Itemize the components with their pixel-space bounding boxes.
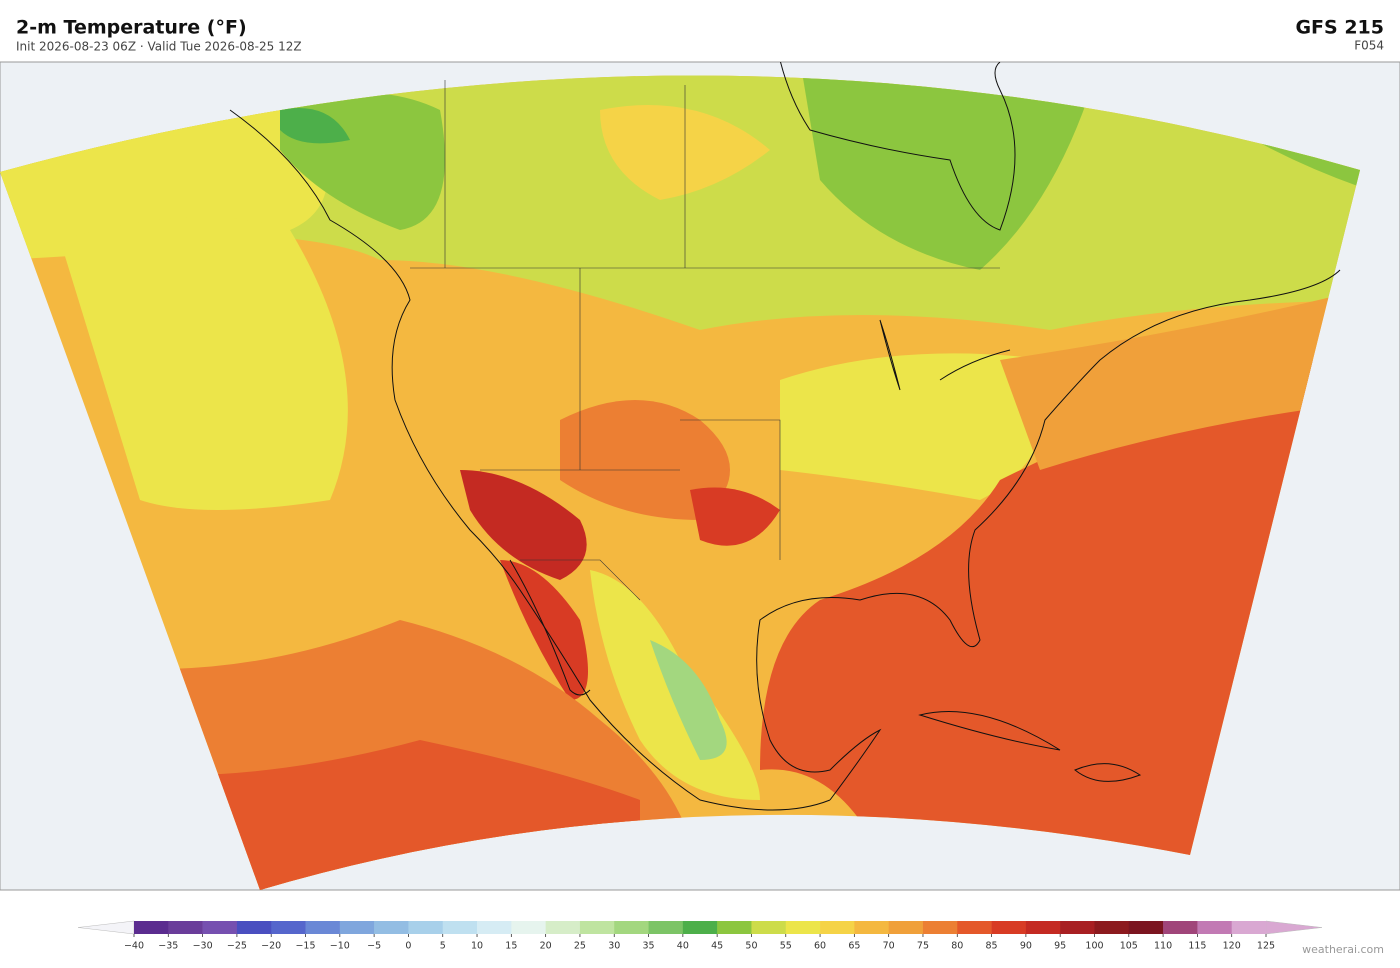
colorbar-box [202, 921, 238, 934]
colorbar-tick-label: −5 [367, 941, 381, 952]
colorbar-box [614, 921, 649, 934]
colorbar-box [751, 921, 787, 934]
colorbar-box [991, 921, 1027, 934]
colorbar-tick-label: 90 [1020, 941, 1032, 952]
colorbar-box [717, 921, 752, 934]
watermark: weatherai.com [1302, 943, 1384, 956]
colorbar-box [854, 921, 889, 934]
colorbar-tick-label: 100 [1085, 941, 1103, 952]
title: 2-m Temperature (°F) [16, 17, 247, 39]
colorbar-tick-label: 30 [608, 941, 620, 952]
colorbar-tick-label: 35 [642, 941, 654, 952]
colorbar-box [922, 921, 958, 934]
colorbar-box [408, 921, 444, 934]
colorbar-tick-label: 80 [951, 941, 963, 952]
colorbar-box [374, 921, 409, 934]
colorbar-tick-label: 65 [848, 941, 860, 952]
colorbar-tick-label: 5 [440, 941, 446, 952]
subtitle: Init 2026-08-23 06Z · Valid Tue 2026-08-… [16, 40, 302, 54]
colorbar-tick-label: 40 [677, 941, 689, 952]
colorbar-box [511, 921, 546, 934]
colorbar-tick-label: −20 [261, 941, 281, 952]
colorbar-box [1094, 921, 1130, 934]
colorbar-box [168, 921, 203, 934]
colorbar-tick-label: 25 [574, 941, 586, 952]
colorbar-box [477, 921, 512, 934]
colorbar-box [785, 921, 821, 934]
colorbar-tick-label: 85 [986, 941, 998, 952]
colorbar-box [1128, 921, 1164, 934]
colorbar-box [682, 921, 718, 934]
colorbar-tick-label: 120 [1223, 941, 1241, 952]
colorbar-tick-label: −25 [227, 941, 247, 952]
colorbar-tick-label: 75 [917, 941, 929, 952]
colorbar-box [271, 921, 306, 934]
colorbar-tick-label: −10 [330, 941, 350, 952]
colorbar-box [1163, 921, 1198, 934]
colorbar-box [1025, 921, 1061, 934]
coastlines [229, 62, 1341, 811]
colorbar-tick-label: 50 [745, 941, 757, 952]
colorbar-box [545, 921, 581, 934]
colorbar-box [236, 921, 272, 934]
colorbar-box [1231, 921, 1267, 934]
colorbar-box [305, 921, 341, 934]
colorbar-tick-label: 105 [1120, 941, 1138, 952]
colorbar-tick-label: 10 [471, 941, 483, 952]
colorbar-box [957, 921, 992, 934]
colorbar-tick-label: 20 [540, 941, 552, 952]
colorbar-tick-label: 0 [405, 941, 411, 952]
colorbar-tick-label: 95 [1054, 941, 1066, 952]
colorbar-box [648, 921, 684, 934]
model: GFS 215 [1295, 17, 1384, 39]
colorbar-over [1265, 920, 1323, 935]
colorbar-box [579, 921, 615, 934]
colorbar-tick-label: −15 [295, 941, 315, 952]
colorbar-tick-label: −30 [193, 941, 213, 952]
colorbar-tick-label: 115 [1188, 941, 1206, 952]
colorbar-tick-label: −40 [124, 941, 144, 952]
colorbar-under [77, 920, 135, 935]
colorbar-tick-label: 15 [505, 941, 517, 952]
colorbar-box [442, 921, 478, 934]
colorbar-box [888, 921, 924, 934]
colorbar-tick-label: −35 [158, 941, 178, 952]
borders [410, 80, 1000, 601]
colorbar-box [339, 921, 375, 934]
colorbar-tick-label: 70 [883, 941, 895, 952]
colorbar: −40 −35 −30 −25 −20 −15 −10 −5 0 5 10 15 20 25 30 35 40 4… [77, 920, 1323, 952]
colorbar-tick-label: 125 [1257, 941, 1275, 952]
colorbar-box [134, 921, 169, 934]
colorbar-tick-label: 55 [780, 941, 792, 952]
colorbar-tick-label: 110 [1154, 941, 1172, 952]
colorbar-tick-label: 60 [814, 941, 826, 952]
forecast-hour: F054 [1354, 39, 1384, 53]
colorbar-box [1060, 921, 1095, 934]
colorbar-tick-label: 45 [711, 941, 723, 952]
colorbar-box [820, 921, 855, 934]
colorbar-box [1197, 921, 1232, 934]
